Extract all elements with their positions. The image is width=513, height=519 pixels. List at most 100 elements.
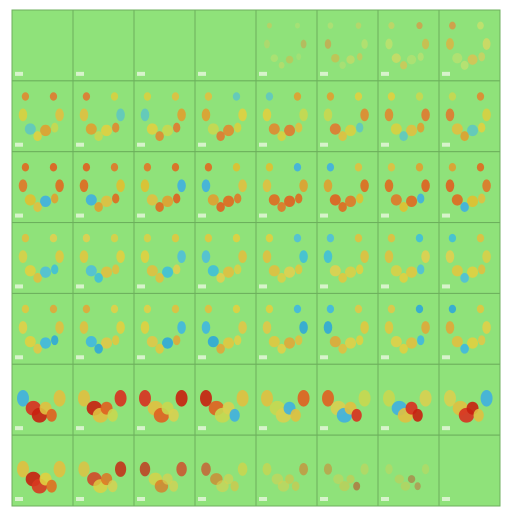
activation-spot [387,304,396,314]
activation-spot [223,266,235,278]
activation-spot [162,337,174,349]
activation-spot [354,233,363,243]
activation-spot [17,460,29,478]
frame [72,292,135,365]
activation-spot [407,475,416,484]
activation-spot [262,250,272,263]
frame [438,292,501,365]
frame [72,151,135,224]
frame [194,292,257,365]
activation-spot [448,92,457,101]
activation-spot [85,335,97,348]
frame-label [76,213,84,218]
activation-spot [351,408,362,422]
activation-spot [478,264,486,275]
activation-spot [101,124,113,137]
activation-spot [55,250,64,263]
frame [11,363,74,436]
frame-label [442,426,450,431]
frame [438,9,501,82]
activation-spot [399,202,408,212]
frame-label [259,284,267,289]
activation-spot [448,163,457,172]
activation-spot [101,195,113,207]
activation-spot [177,108,186,122]
activation-spot [171,304,180,314]
frame-label [259,497,267,501]
activation-spot [232,163,241,172]
activation-spot [388,22,395,30]
activation-spot [360,321,369,334]
activation-spot [361,39,368,49]
activation-spot [24,194,36,206]
frame-label [76,426,84,431]
activation-spot [451,123,463,135]
frame-label [259,71,267,76]
frame-cell [316,434,379,507]
activation-spot [112,335,120,346]
activation-spot [482,250,491,263]
frame [72,80,135,153]
activation-spot [232,92,241,101]
activation-spot [415,304,424,314]
frame-label [76,142,84,147]
activation-spot [446,38,454,50]
activation-spot [331,53,340,63]
activation-spot [238,108,247,122]
activation-spot [415,92,424,101]
activation-spot [299,250,308,263]
frame [133,292,196,365]
frame-label [137,142,145,147]
frame-label [137,355,145,360]
activation-spot [173,122,181,133]
frame-label [320,497,328,501]
activation-spot [201,462,211,476]
activation-spot [278,61,285,69]
activation-spot [329,265,341,277]
activation-spot [476,92,485,101]
frame [316,9,379,82]
activation-spot [299,179,308,193]
activation-spot [139,461,151,477]
activation-spot [101,266,113,278]
activation-spot [236,390,249,407]
activation-spot [223,195,235,207]
activation-spot [284,124,296,137]
activation-spot [216,131,225,142]
activation-spot [207,265,219,277]
activation-spot [265,92,274,101]
activation-spot [173,264,181,275]
frame-label [15,284,23,289]
frame-label [15,71,23,76]
activation-spot [293,233,302,243]
activation-spot [114,390,127,407]
activation-spot [326,92,335,101]
activation-spot [293,304,302,314]
activation-spot [416,22,423,30]
activation-spot [46,408,57,422]
activation-spot [326,163,335,172]
activation-spot [478,193,486,204]
activation-spot [473,408,484,422]
activation-spot [24,265,36,277]
activation-spot [53,390,66,407]
activation-spot [345,266,357,278]
frame-cell [72,9,135,82]
activation-spot [285,55,294,64]
activation-spot [234,335,242,346]
activation-spot [323,463,333,475]
frame-label [76,284,84,289]
activation-spot [85,194,97,206]
activation-spot [326,233,335,243]
activation-spot [356,264,364,275]
activation-spot [345,124,357,137]
activation-spot [51,122,59,133]
frame [194,363,257,436]
activation-spot [21,233,30,243]
activation-spot [110,233,119,243]
activation-spot [55,321,64,334]
frame [11,292,74,365]
activation-spot [324,39,332,49]
activation-spot [177,179,186,193]
activation-spot [223,124,235,137]
